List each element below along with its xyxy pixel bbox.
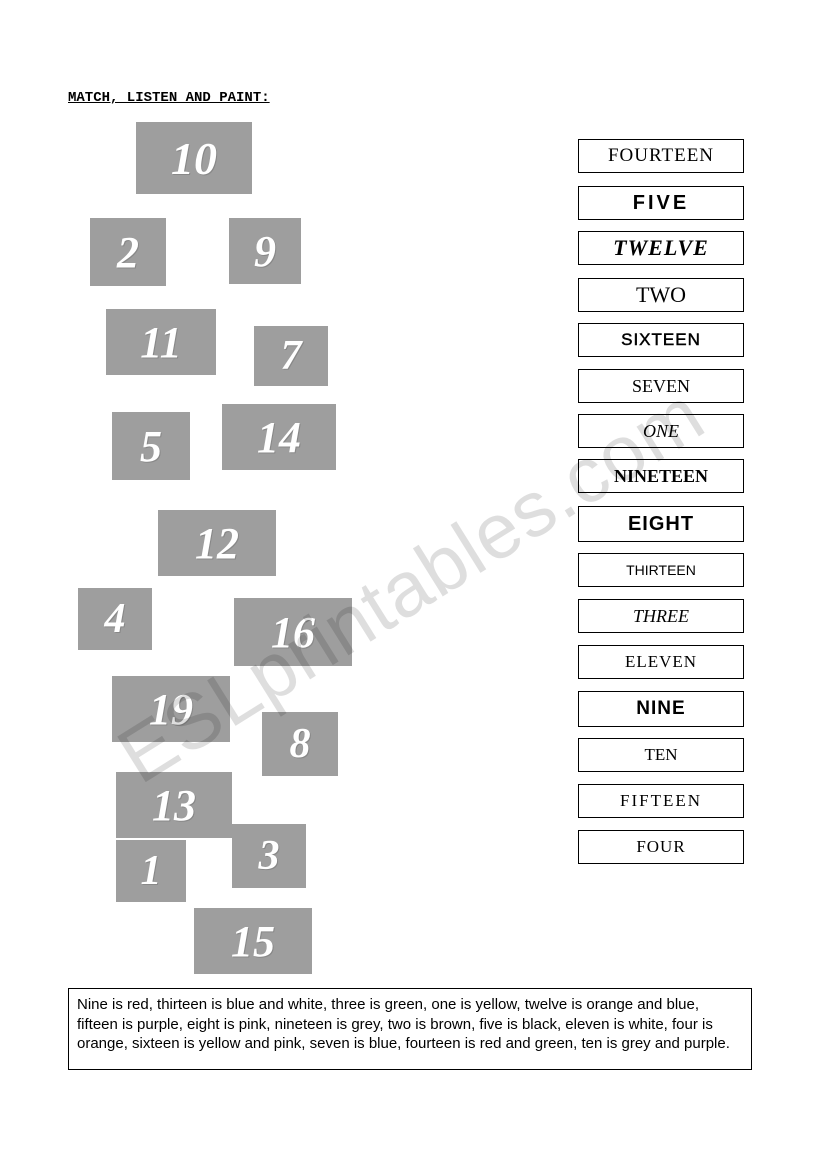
word-box: FOUR — [578, 830, 744, 864]
number-box: 5 — [112, 412, 190, 480]
word-box: EIGHT — [578, 506, 744, 542]
word-box: FOURTEEN — [578, 139, 744, 173]
word-box: TWO — [578, 278, 744, 312]
word-box: SIXTEEN — [578, 323, 744, 357]
number-box: 12 — [158, 510, 276, 576]
word-box: NINETEEN — [578, 459, 744, 493]
worksheet-page: MATCH, LISTEN AND PAINT: 10 2911 7 5 14 124 16… — [0, 0, 821, 1169]
number-box: 7 — [254, 326, 328, 386]
word-box: THREE — [578, 599, 744, 633]
page-title: MATCH, LISTEN AND PAINT: — [68, 90, 270, 106]
instructions-box: Nine is red, thirteen is blue and white,… — [68, 988, 752, 1070]
number-box: 4 — [78, 588, 152, 650]
number-box: 11 — [106, 309, 216, 375]
number-box: 2 — [90, 218, 166, 286]
number-box: 1 — [116, 840, 186, 902]
number-box: 14 — [222, 404, 336, 470]
number-box: 15 — [194, 908, 312, 974]
word-box: ELEVEN — [578, 645, 744, 679]
word-box: FIVE — [578, 186, 744, 220]
number-box: 9 — [229, 218, 301, 284]
word-box: THIRTEEN — [578, 553, 744, 587]
instructions-text: Nine is red, thirteen is blue and white,… — [77, 996, 730, 1052]
number-box: 10 — [136, 122, 252, 194]
word-box: FIFTEEN — [578, 784, 744, 818]
word-box: TWELVE — [578, 231, 744, 265]
word-box: SEVEN — [578, 369, 744, 403]
number-box: 3 — [232, 824, 306, 888]
number-box: 13 — [116, 772, 232, 838]
word-box: TEN — [578, 738, 744, 772]
number-box: 16 — [234, 598, 352, 666]
word-box: ONE — [578, 414, 744, 448]
number-box: 19 — [112, 676, 230, 742]
number-box: 8 — [262, 712, 338, 776]
word-box: NINE — [578, 691, 744, 727]
